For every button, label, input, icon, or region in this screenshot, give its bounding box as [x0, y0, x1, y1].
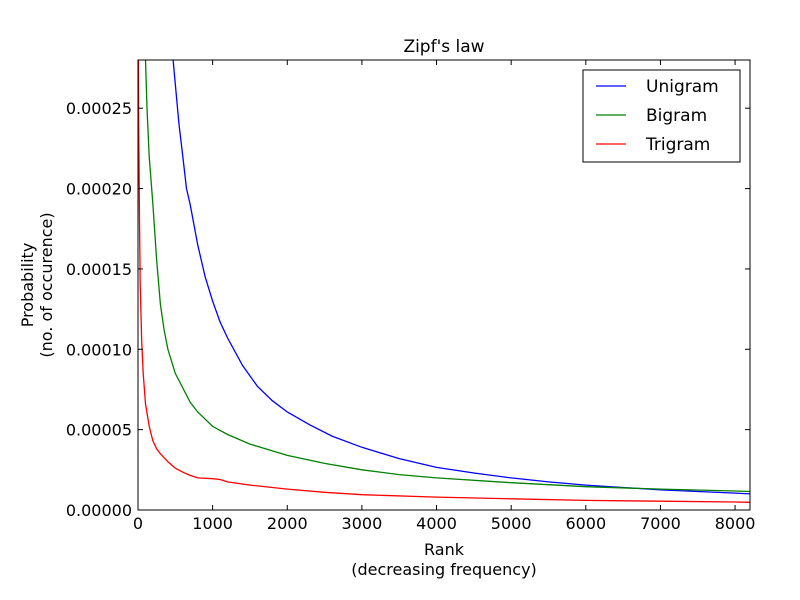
x-tick-label: 2000 [267, 514, 308, 533]
series-line-bigram [144, 60, 750, 493]
x-tick-label: 3000 [342, 514, 383, 533]
y-tick-label: 0.00015 [66, 260, 132, 279]
x-tick-label: 5000 [491, 514, 532, 533]
y-tick-label: 0.00010 [66, 340, 132, 359]
x-axis-label: Rank [424, 540, 465, 559]
y-axis-sublabel: (no. of occurence) [37, 212, 56, 357]
series-line-unigram [172, 60, 750, 495]
legend-label-unigram: Unigram [646, 77, 719, 97]
legend-box [582, 69, 741, 163]
plot-content [138, 60, 750, 503]
x-tick-label: 6000 [565, 514, 606, 533]
y-tick-label: 0.00020 [66, 180, 132, 199]
x-tick-label: 4000 [416, 514, 457, 533]
x-tick-label: 1000 [192, 514, 233, 533]
plot-frame [137, 59, 751, 511]
legend-label-bigram: Bigram [646, 106, 707, 126]
series-line-trigram [138, 60, 750, 503]
legend: Unigram Bigram Trigram [582, 69, 741, 163]
x-tick-label: 0 [133, 514, 143, 533]
chart-title: Zipf's law [403, 37, 484, 57]
y-axis-label: Probability [18, 243, 37, 328]
y-tick-label: 0.00025 [66, 99, 132, 118]
x-tick-label: 8000 [715, 514, 756, 533]
x-tick-label: 7000 [640, 514, 681, 533]
y-tick-label: 0.00005 [66, 421, 132, 440]
y-tick-label: 0.00000 [66, 501, 132, 520]
x-axis: 0 1000 2000 3000 4000 5000 6000 7000 8000 [133, 60, 756, 533]
x-axis-sublabel: (decreasing frequency) [351, 560, 537, 579]
legend-label-trigram: Trigram [645, 135, 710, 155]
y-axis: 0.00000 0.00005 0.00010 0.00015 0.00020 0.000… [66, 99, 750, 520]
